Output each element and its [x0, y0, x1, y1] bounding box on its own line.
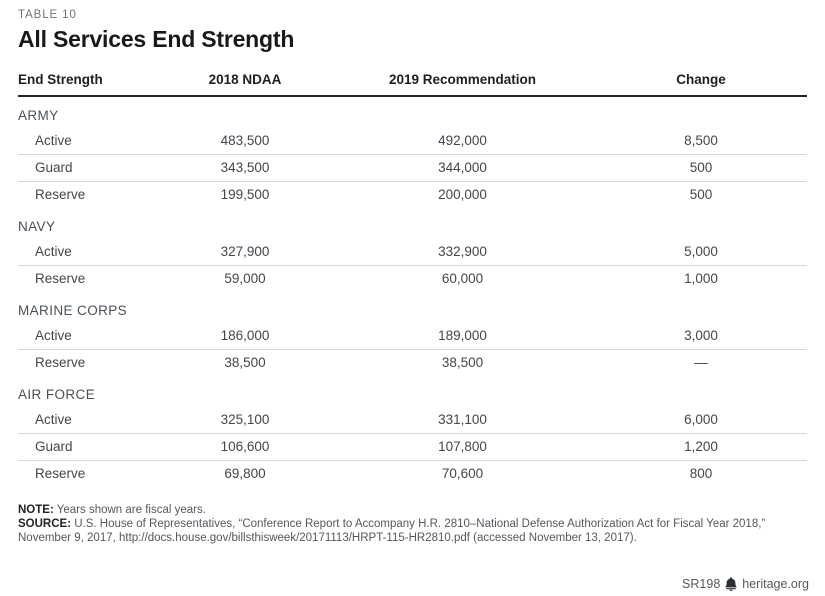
table-row: Guard 343,500 344,000 500: [18, 154, 807, 182]
page-title: All Services End Strength: [18, 26, 295, 52]
row-value: —: [694, 355, 708, 370]
row-value: 3,000: [595, 323, 807, 350]
row-value: 38,500: [441, 355, 484, 370]
section-name: MARINE CORPS: [18, 303, 128, 318]
row-label: Reserve: [35, 187, 86, 202]
table-row: Guard 106,600 107,800 1,200: [18, 433, 807, 461]
table-body: ARMY Active 483,500 492,000 8,500 Guard 343,50…: [18, 96, 807, 487]
row-label: Reserve: [35, 466, 86, 481]
column-header-change: Change: [595, 66, 807, 97]
column-header-2018-ndaa: 2018 NDAA: [160, 66, 330, 97]
row-label: Reserve: [35, 355, 86, 370]
row-value: 492,000: [330, 128, 595, 155]
row-value: 8,500: [595, 128, 807, 155]
row-label: Active: [18, 239, 160, 266]
row-value: 189,000: [330, 323, 595, 350]
table-row: Reserve 59,000 60,000 1,000: [18, 266, 807, 293]
row-value: 343,500: [160, 154, 330, 182]
row-label: Active: [18, 323, 160, 350]
table-row: Reserve 69,800 70,600 800: [18, 461, 807, 488]
row-value: 1,200: [595, 433, 807, 461]
section-header-row: MARINE CORPS: [18, 292, 807, 323]
row-label: Active: [18, 407, 160, 434]
note-line: NOTE: Years shown are fiscal years.: [18, 503, 807, 517]
row-value: 332,900: [330, 239, 595, 266]
table-row: Active 325,100 331,100 6,000: [18, 407, 807, 434]
column-header-end-strength: End Strength: [18, 66, 160, 97]
row-value: 38,500: [224, 355, 266, 370]
row-value: 500: [595, 154, 807, 182]
column-header-2019-recommendation: 2019 Recommendation: [330, 66, 595, 97]
row-value: 327,900: [160, 239, 330, 266]
report-footer: SR198 heritage.org: [682, 577, 809, 591]
row-value: 200,000: [438, 187, 487, 202]
row-value: 1,000: [684, 271, 718, 286]
notes-block: NOTE: Years shown are fiscal years. SOUR…: [18, 503, 807, 545]
table-header-row: End Strength 2018 NDAA 2019 Recommendati…: [18, 66, 807, 97]
row-value: 107,800: [330, 433, 595, 461]
row-label: Active: [18, 128, 160, 155]
table-row: Active 327,900 332,900 5,000: [18, 239, 807, 266]
row-label: Reserve: [35, 271, 86, 286]
row-value: 60,000: [441, 271, 484, 286]
report-id: SR198: [682, 577, 721, 591]
row-value: 69,800: [224, 466, 266, 481]
row-value: 199,500: [220, 187, 270, 202]
row-value: 800: [689, 466, 713, 481]
source-label: SOURCE:: [18, 518, 72, 530]
row-label: Guard: [18, 154, 160, 182]
section-name: NAVY: [18, 219, 56, 234]
section-header-row: ARMY: [18, 96, 807, 128]
row-value: 344,000: [330, 154, 595, 182]
row-label: Guard: [18, 433, 160, 461]
row-value: 331,100: [330, 407, 595, 434]
row-value: 186,000: [160, 323, 330, 350]
section-header-row: AIR FORCE: [18, 376, 807, 407]
row-value: 5,000: [595, 239, 807, 266]
row-value: 500: [689, 187, 713, 202]
note-text: Years shown are fiscal years.: [53, 504, 206, 516]
note-label: NOTE:: [18, 504, 54, 516]
table-row: Active 186,000 189,000 3,000: [18, 323, 807, 350]
table-row: Active 483,500 492,000 8,500: [18, 128, 807, 155]
footer-site: heritage.org: [742, 577, 809, 591]
section-name: ARMY: [18, 108, 59, 123]
source-text-2: November 9, 2017, http://docs.house.gov/…: [18, 532, 637, 544]
heritage-bell-icon: [725, 577, 738, 591]
table-number-label: TABLE 10: [18, 9, 77, 21]
row-value: 325,100: [160, 407, 330, 434]
row-value: 6,000: [595, 407, 807, 434]
section-name: AIR FORCE: [18, 387, 96, 402]
row-value: 70,600: [441, 466, 484, 481]
row-value: 106,600: [160, 433, 330, 461]
source-text-1: U.S. House of Representatives, “Conferen…: [71, 518, 766, 530]
section-header-row: NAVY: [18, 208, 807, 239]
row-value: 483,500: [160, 128, 330, 155]
row-value: 59,000: [224, 271, 266, 286]
table-row: Reserve 38,500 38,500 —: [18, 350, 807, 377]
table-row: Reserve 199,500 200,000 500: [18, 182, 807, 209]
source-line: SOURCE: U.S. House of Representatives, “…: [18, 517, 807, 545]
end-strength-table: End Strength 2018 NDAA 2019 Recommendati…: [18, 66, 807, 487]
